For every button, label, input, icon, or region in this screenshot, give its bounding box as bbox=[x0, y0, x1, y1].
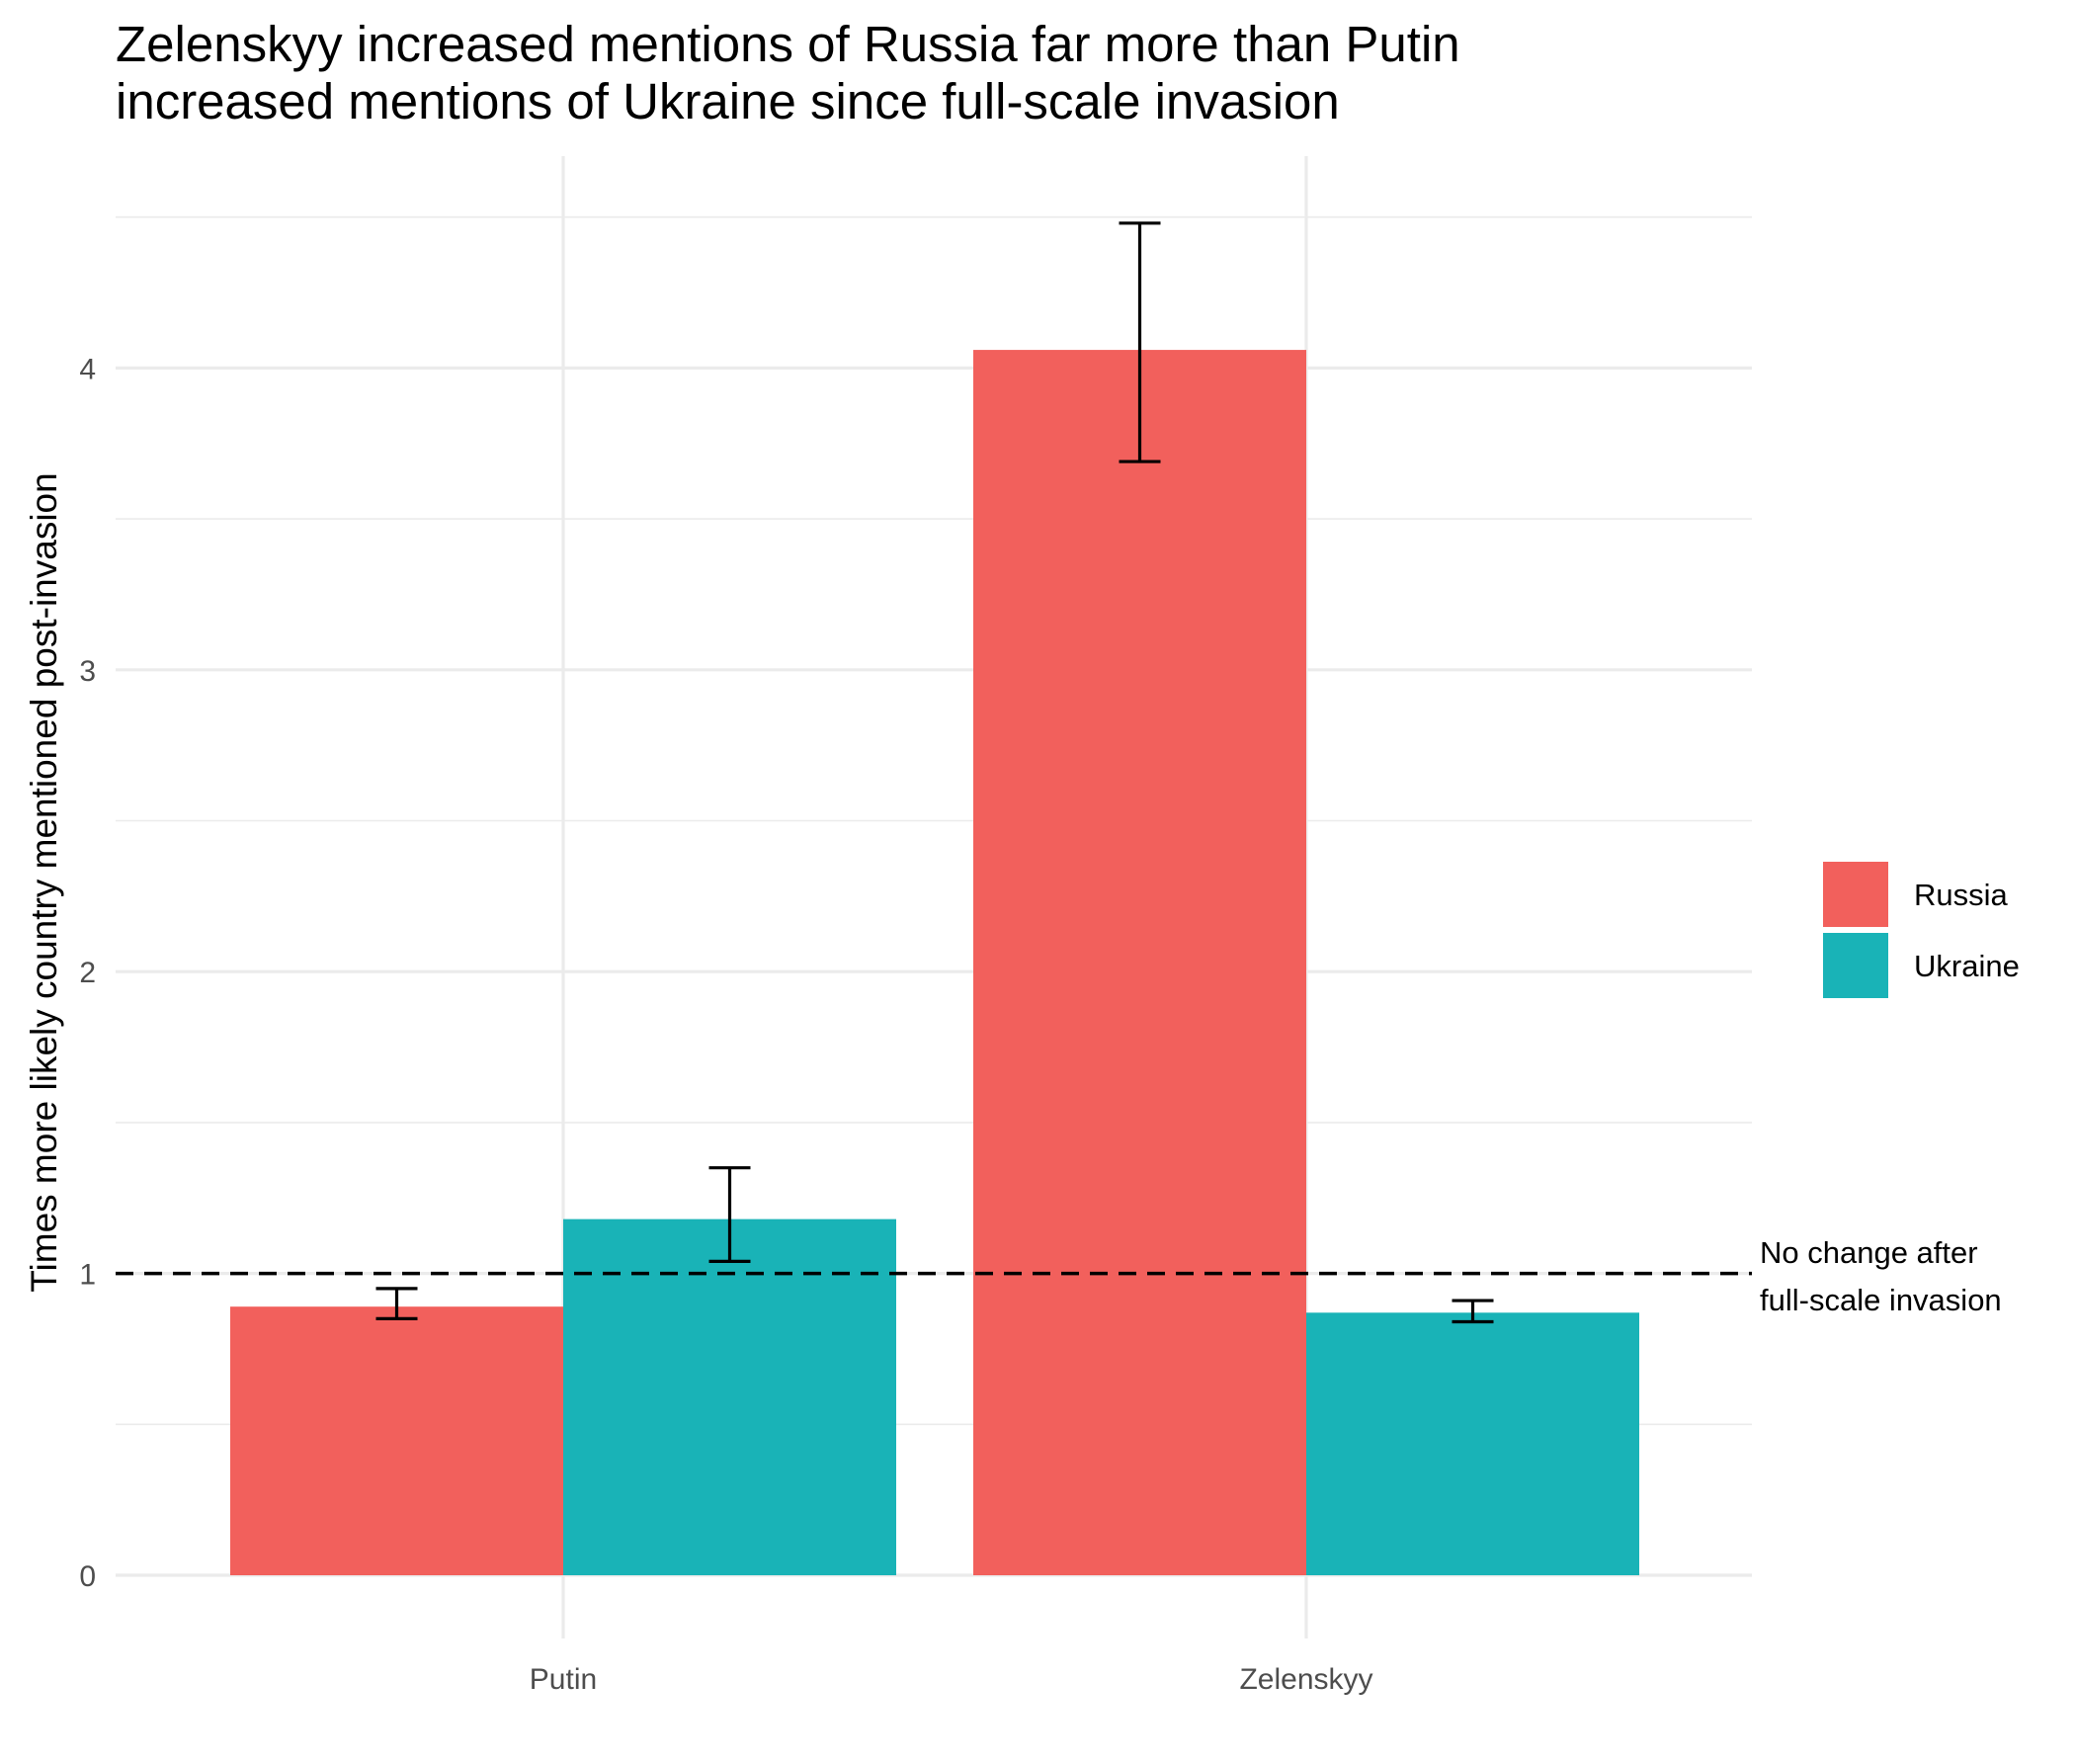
legend: Russia Ukraine bbox=[1823, 862, 2020, 998]
bar-putin-russia bbox=[230, 1306, 563, 1575]
legend-item-russia: Russia bbox=[1823, 862, 2009, 927]
bars bbox=[230, 350, 1639, 1576]
y-tick-label: 0 bbox=[79, 1560, 96, 1593]
reference-line-annotation: No change after full-scale invasion bbox=[1760, 1235, 2002, 1317]
y-tick-label: 3 bbox=[79, 655, 96, 688]
error-bars bbox=[375, 221, 1494, 1324]
legend-label: Ukraine bbox=[1914, 949, 2020, 983]
y-tick-label: 1 bbox=[79, 1259, 96, 1292]
legend-item-ukraine: Ukraine bbox=[1823, 933, 2020, 998]
y-tick-label: 4 bbox=[79, 353, 96, 385]
y-tick-label: 2 bbox=[79, 957, 96, 989]
error-bar-zelenskyy-ukraine bbox=[1452, 1299, 1494, 1324]
bar-putin-ukraine bbox=[563, 1218, 896, 1575]
error-bar-putin-ukraine bbox=[708, 1166, 751, 1263]
error-bar-putin-russia bbox=[375, 1287, 418, 1321]
legend-swatch bbox=[1823, 933, 1888, 998]
x-axis-tick-labels: Putin Zelenskyy bbox=[530, 1663, 1373, 1696]
x-tick-label-zelenskyy: Zelenskyy bbox=[1239, 1663, 1372, 1696]
y-axis-title: Times more likely country mentioned post… bbox=[24, 472, 64, 1292]
bar-zelenskyy-ukraine bbox=[1306, 1312, 1639, 1575]
reference-annotation-line-2: full-scale invasion bbox=[1760, 1283, 2002, 1317]
x-tick-label-putin: Putin bbox=[530, 1663, 597, 1696]
error-bar-zelenskyy-russia bbox=[1119, 221, 1161, 463]
legend-swatch bbox=[1823, 862, 1888, 927]
reference-annotation-line-1: No change after bbox=[1760, 1235, 1978, 1270]
chart-title-line-2: increased mentions of Ukraine since full… bbox=[116, 73, 1340, 129]
y-axis-tick-labels: 0 1 2 3 4 bbox=[79, 353, 96, 1593]
bar-zelenskyy-russia bbox=[973, 350, 1306, 1576]
minor-gridlines bbox=[116, 215, 1752, 1426]
chart-title: Zelenskyy increased mentions of Russia f… bbox=[116, 16, 1460, 129]
legend-label: Russia bbox=[1914, 878, 2009, 912]
chart-title-line-1: Zelenskyy increased mentions of Russia f… bbox=[116, 16, 1460, 72]
